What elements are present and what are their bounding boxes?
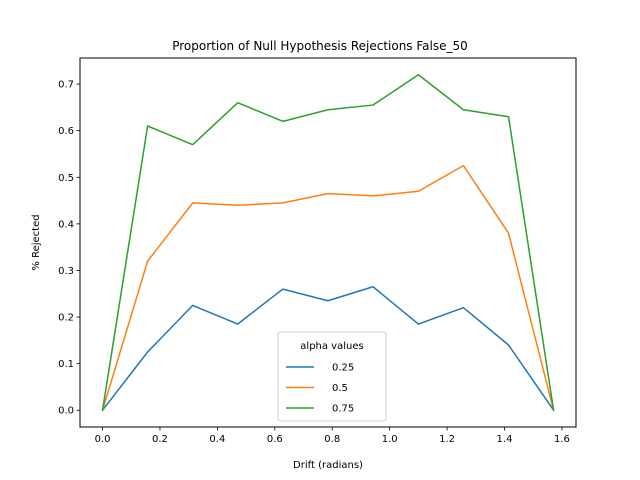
series-layer	[101, 74, 555, 412]
legend-label: 0.25	[332, 363, 354, 374]
legend-entries: 0.25 0.5 0.75	[286, 363, 354, 415]
x-tick-label: 0.0	[95, 434, 111, 445]
x-tick-label: 1.4	[497, 434, 513, 445]
legend: alpha values 0.25 0.5 0.75	[277, 331, 387, 422]
y-tick-label: 0.0	[58, 406, 74, 417]
x-tick-label: 1.6	[554, 434, 570, 445]
x-tick-label: 0.2	[152, 434, 168, 445]
legend-label: 0.5	[332, 383, 348, 394]
x-axis-title: Drift (radians)	[293, 460, 363, 471]
legend-box	[277, 331, 387, 422]
series-line-0.25	[101, 286, 555, 412]
plot-area: 0.0 0.2 0.4 0.6 0.8 1.0 1.2 1.4 1.6 0.0 0.1 0.2 0.3…	[58, 57, 577, 445]
x-tick-label: 0.8	[324, 434, 340, 445]
x-tick-label: 1.2	[439, 434, 455, 445]
y-tick-label: 0.1	[58, 359, 74, 370]
series-line-0.75	[101, 74, 555, 412]
legend-label: 0.75	[332, 404, 354, 415]
y-axis-title: % Rejected	[31, 214, 42, 270]
x-tick-label: 1.0	[382, 434, 398, 445]
y-tick-label: 0.6	[58, 126, 74, 137]
y-tick-label: 0.4	[58, 219, 74, 230]
x-tick-label: 0.6	[267, 434, 283, 445]
x-axis: 0.0 0.2 0.4 0.6 0.8 1.0 1.2 1.4 1.6	[95, 427, 570, 445]
y-tick-label: 0.3	[58, 266, 74, 277]
y-tick-label: 0.2	[58, 313, 74, 324]
y-tick-label: 0.7	[58, 80, 74, 91]
axes-frame	[79, 57, 577, 428]
series-line-0.5	[101, 164, 555, 412]
y-axis: 0.0 0.1 0.2 0.3 0.4 0.5 0.6 0.7	[58, 80, 80, 417]
chart-title: Proportion of Null Hypothesis Rejections…	[172, 39, 468, 53]
legend-title: alpha values	[300, 341, 363, 352]
y-tick-label: 0.5	[58, 173, 74, 184]
x-tick-label: 0.4	[209, 434, 225, 445]
